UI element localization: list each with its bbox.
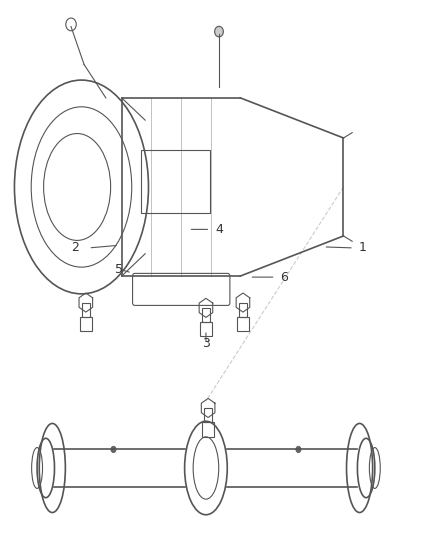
Bar <box>239 303 247 317</box>
Bar <box>202 422 214 437</box>
Text: 4: 4 <box>215 223 223 236</box>
Circle shape <box>215 26 223 37</box>
Bar <box>82 303 90 317</box>
Bar <box>80 317 92 331</box>
Bar <box>237 317 249 331</box>
Circle shape <box>111 446 116 453</box>
Text: 6: 6 <box>280 271 288 284</box>
Bar <box>200 322 212 336</box>
Circle shape <box>296 446 301 453</box>
Text: 5: 5 <box>115 263 123 276</box>
Bar <box>204 408 212 422</box>
Bar <box>141 150 210 214</box>
Text: 1: 1 <box>359 241 367 254</box>
Text: 2: 2 <box>71 241 79 254</box>
Text: 3: 3 <box>202 337 210 350</box>
Bar <box>202 308 210 322</box>
